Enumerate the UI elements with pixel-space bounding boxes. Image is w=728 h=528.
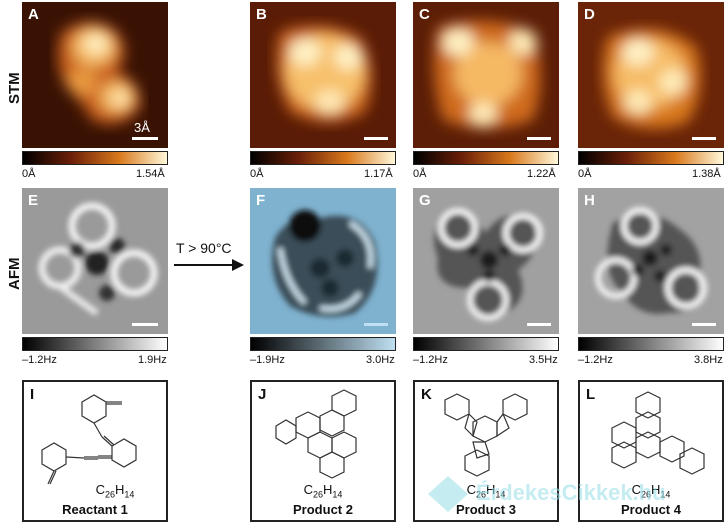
compound-name-k: Product 3 — [456, 502, 516, 517]
cbar-max-d: 1.38Å — [692, 168, 721, 180]
scale-bar — [132, 323, 158, 326]
afm-colorbar-g — [413, 337, 559, 351]
cbar-min-f: –1.9Hz — [250, 354, 285, 366]
arrow-label: T > 90°C — [176, 240, 232, 256]
cbar-max-h: 3.8Hz — [694, 354, 723, 366]
cbar-max-b: 1.17Å — [364, 168, 393, 180]
formula-j: C26H14 — [303, 482, 343, 500]
scale-bar — [364, 323, 388, 326]
afm-colorbar-f — [250, 337, 396, 351]
panel-letter-b: B — [256, 6, 267, 23]
cbar-max-g: 3.5Hz — [529, 354, 558, 366]
structure-panel-j: J C26H14 Product 2 — [250, 380, 396, 522]
product-4-structure-icon — [611, 391, 705, 475]
cbar-min-d: 0Å — [578, 168, 592, 180]
stm-image-a: A 3Å — [22, 2, 168, 148]
cbar-max-c: 1.22Å — [527, 168, 556, 180]
scale-bar — [364, 137, 388, 140]
panel-letter-h: H — [584, 192, 595, 209]
cbar-min-a: 0Å — [22, 168, 36, 180]
scale-bar — [527, 137, 551, 140]
cbar-min-c: 0Å — [413, 168, 427, 180]
panel-letter-e: E — [28, 192, 39, 209]
panel-letter-i: I — [30, 386, 35, 403]
afm-image-e: E — [22, 188, 168, 334]
panel-letter-f: F — [256, 192, 266, 209]
scale-bar — [527, 323, 551, 326]
cbar-min-e: –1.2Hz — [22, 354, 57, 366]
structure-panel-i: I C26H14 Reactant 1 — [22, 380, 168, 522]
cbar-min-b: 0Å — [250, 168, 264, 180]
watermark-text: ÉrdekesCikkek.hu — [476, 480, 666, 505]
stm-colorbar-d — [578, 151, 724, 165]
cbar-min-g: –1.2Hz — [413, 354, 448, 366]
stm-row-label: STM — [6, 72, 23, 104]
afm-row-label: AFM — [6, 257, 23, 291]
formula-k: C26H14 — [466, 482, 506, 500]
panel-letter-d: D — [584, 6, 595, 23]
compound-name-l: Product 4 — [621, 502, 681, 517]
stm-colorbar-b — [250, 151, 396, 165]
cbar-max-a: 1.54Å — [136, 168, 165, 180]
afm-image-g: G — [413, 188, 559, 334]
panel-letter-j: J — [258, 386, 267, 403]
product-2-structure-icon — [275, 389, 357, 479]
scale-bar — [692, 323, 716, 326]
reactant-structure-icon — [41, 394, 137, 485]
stm-image-d: D — [578, 2, 724, 148]
product-3-structure-icon — [444, 393, 528, 477]
stm-colorbar-a — [22, 151, 168, 165]
reaction-arrow-icon — [174, 259, 244, 271]
scale-bar — [692, 137, 716, 140]
afm-colorbar-h — [578, 337, 724, 351]
compound-name-i: Reactant 1 — [62, 502, 128, 517]
scale-bar — [132, 137, 158, 140]
panel-letter-k: K — [421, 386, 432, 403]
cbar-max-f: 3.0Hz — [366, 354, 395, 366]
compound-name-j: Product 2 — [293, 502, 353, 517]
stm-image-b: B — [250, 2, 396, 148]
formula-i: C26H14 — [95, 482, 135, 500]
panel-letter-c: C — [419, 6, 430, 23]
panel-letter-a: A — [28, 6, 39, 23]
afm-image-f: F — [250, 188, 396, 334]
watermark-logo-icon — [428, 476, 468, 512]
scale-label: 3Å — [134, 120, 150, 135]
cbar-max-e: 1.9Hz — [138, 354, 167, 366]
stm-image-c: C — [413, 2, 559, 148]
structure-panel-l: L C26H14 Product 4 — [578, 380, 724, 522]
stm-colorbar-c — [413, 151, 559, 165]
panel-letter-l: L — [586, 386, 596, 403]
afm-image-h: H — [578, 188, 724, 334]
panel-letter-g: G — [419, 192, 431, 209]
cbar-min-h: –1.2Hz — [578, 354, 613, 366]
formula-l: C26H14 — [631, 482, 671, 500]
afm-colorbar-e — [22, 337, 168, 351]
